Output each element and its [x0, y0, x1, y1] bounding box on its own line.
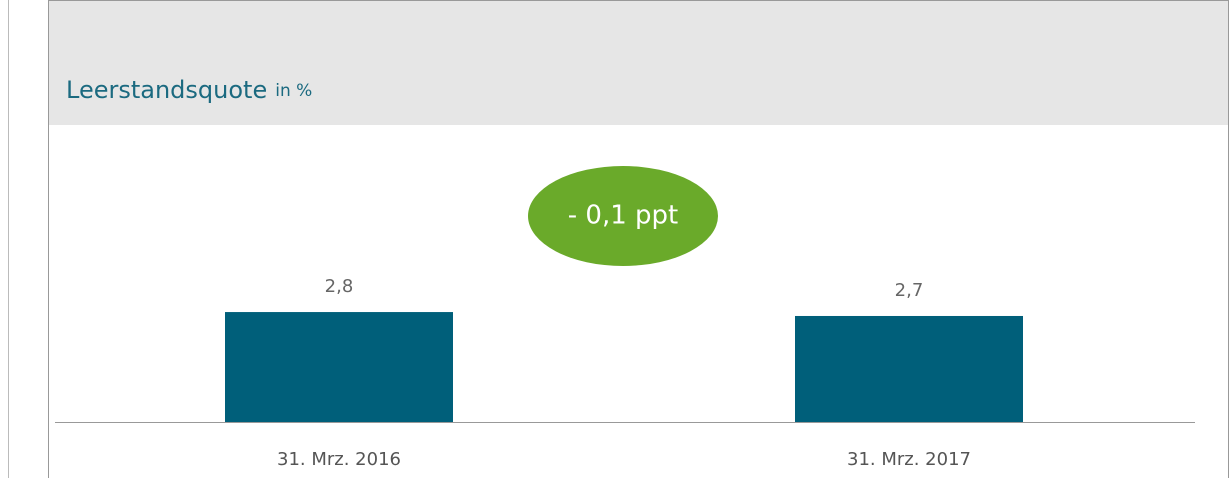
- chart-title: Leerstandsquote in %: [66, 76, 312, 104]
- annotation-bubble: [528, 166, 718, 266]
- value-label: 2,7: [895, 280, 924, 301]
- annotation: - 0,1 ppt: [568, 201, 678, 231]
- x-tick-label: 31. Mrz. 2016: [277, 449, 401, 470]
- title: Leerstandsquote: [66, 76, 267, 104]
- bar: [795, 315, 1023, 422]
- x-tick-label: 31. Mrz. 2017: [847, 449, 971, 470]
- panel-header: [49, 1, 1228, 125]
- subtitle: in %: [275, 81, 312, 101]
- bar: [225, 312, 453, 422]
- value-label: 2,8: [325, 276, 354, 297]
